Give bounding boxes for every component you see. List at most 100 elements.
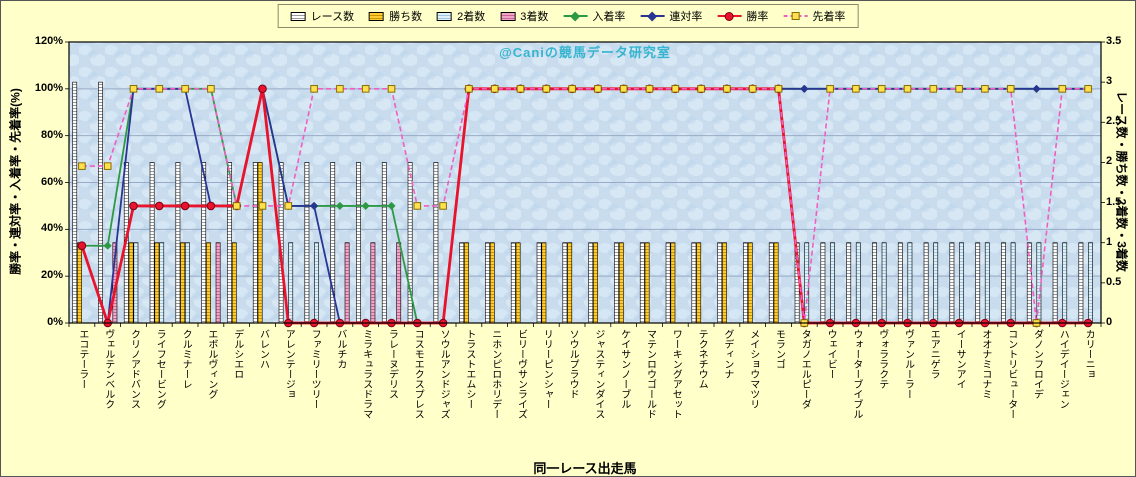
category-label: ケイサンノーブル xyxy=(618,329,630,409)
legend-bar-swatch xyxy=(500,11,516,21)
bar-勝ち数 xyxy=(231,242,237,324)
marker-勝率 xyxy=(206,201,216,211)
bar-勝ち数 xyxy=(77,242,82,324)
marker-先着率 xyxy=(594,85,602,93)
bar-勝ち数 xyxy=(206,242,211,324)
category-label: エアニゲラ xyxy=(928,329,940,379)
marker-先着率 xyxy=(336,85,344,93)
legend-item: 入着率 xyxy=(563,8,625,24)
marker-先着率 xyxy=(232,202,241,210)
legend-line-swatch xyxy=(563,11,588,21)
bar-レース数 xyxy=(846,242,852,324)
legend-bar-swatch xyxy=(290,11,306,21)
bar-勝ち数 xyxy=(618,242,624,324)
marker-先着率 xyxy=(671,85,680,93)
bar-レース数 xyxy=(923,242,929,324)
bar-2着数 xyxy=(1062,242,1068,324)
category-label: アレンテージョ xyxy=(283,329,295,399)
category-label: コントリビューター xyxy=(1005,329,1017,419)
category-label: ヴェルテンベルク xyxy=(102,329,114,409)
marker-連対率 xyxy=(309,201,319,211)
bar-レース数 xyxy=(614,242,619,324)
bar-3着数 xyxy=(215,242,221,324)
category-label: ファミリーツリー xyxy=(309,329,321,409)
marker-先着率 xyxy=(1006,85,1015,93)
left-tick-label: 0% xyxy=(47,316,63,328)
marker-勝率 xyxy=(258,84,267,94)
watermark: @Caniの競馬データ研究室 xyxy=(499,45,671,60)
bar-勝ち数 xyxy=(593,242,598,324)
bar-レース数 xyxy=(149,162,155,324)
marker-先着率 xyxy=(929,85,938,93)
bar-勝ち数 xyxy=(128,242,134,324)
marker-先着率 xyxy=(465,85,473,93)
legend-line-swatch xyxy=(717,11,742,21)
bar-レース数 xyxy=(1001,242,1006,324)
left-tick-label: 40% xyxy=(40,222,63,235)
right-tick-label: 2.5 xyxy=(1106,115,1122,128)
left-tick-label: 60% xyxy=(40,175,63,188)
category-label: ニホンピロホリデー xyxy=(489,329,501,419)
legend-item: 3着数 xyxy=(500,8,548,24)
category-label: ハイデイージェン xyxy=(1057,329,1069,409)
legend-label: 勝率 xyxy=(746,11,769,23)
bar-2着数 xyxy=(185,242,190,324)
marker-入着率 xyxy=(387,201,396,211)
marker-先着率 xyxy=(207,85,215,93)
legend-label: 勝ち数 xyxy=(389,11,423,23)
x-axis-title: 同一レース出走馬 xyxy=(533,461,637,476)
bar-2着数 xyxy=(907,242,913,324)
marker-先着率 xyxy=(877,85,886,93)
category-label: ラレーヌデリス xyxy=(386,329,398,399)
bar-2着数 xyxy=(855,242,861,324)
bar-勝ち数 xyxy=(670,242,676,324)
marker-連対率 xyxy=(1032,84,1041,93)
category-label: ビリーヴサンライズ xyxy=(515,329,527,419)
bar-レース数 xyxy=(252,162,258,324)
marker-先着率 xyxy=(181,85,189,93)
marker-先着率 xyxy=(955,85,963,93)
marker-先着率 xyxy=(103,162,112,170)
marker-先着率 xyxy=(387,85,396,93)
chart-legend: レース数 勝ち数 2着数 3着数 入着率 連対率 勝率 先着率 xyxy=(277,4,859,28)
category-label: コスモエクスプレス xyxy=(412,329,424,419)
line-先着率 xyxy=(81,88,1089,324)
bar-2着数 xyxy=(159,242,165,324)
bar-レース数 xyxy=(1078,242,1084,324)
legend-label: 2着数 xyxy=(457,11,486,23)
bar-レース数 xyxy=(949,242,955,324)
category-label: リリーピンシャー xyxy=(541,329,553,409)
bar-3着数 xyxy=(344,242,350,324)
bar-勝ち数 xyxy=(257,162,263,324)
bar-レース数 xyxy=(872,242,877,324)
bar-レース数 xyxy=(98,81,103,324)
bar-勝ち数 xyxy=(489,242,495,324)
legend-label: レース数 xyxy=(310,11,355,23)
bar-2着数 xyxy=(881,242,887,324)
marker-先着率 xyxy=(129,85,138,93)
legend-item: 勝ち数 xyxy=(369,8,422,24)
right-tick-label: 3.5 xyxy=(1106,35,1122,47)
category-label: クリノアドバンス xyxy=(128,329,140,409)
category-label: エボルヴィング xyxy=(205,329,217,399)
legend-bar-swatch xyxy=(369,11,385,21)
bar-レース数 xyxy=(691,242,697,324)
category-label: オオナミコナミ xyxy=(979,329,991,399)
bar-勝ち数 xyxy=(515,242,521,324)
bar-2着数 xyxy=(288,242,294,324)
bar-レース数 xyxy=(897,242,903,324)
legend-item: 2着数 xyxy=(437,8,485,24)
category-label: バルチカ xyxy=(334,329,346,369)
marker-先着率 xyxy=(981,85,989,93)
category-label: ヴァンルーラー xyxy=(902,329,914,399)
marker-先着率 xyxy=(284,202,293,210)
legend-marker-circle-icon xyxy=(724,11,734,21)
category-label: ヴォララクテ xyxy=(876,329,888,389)
legend-label: 3着数 xyxy=(520,11,549,23)
left-tick-label: 20% xyxy=(40,269,63,282)
legend-marker-diamond-icon xyxy=(570,11,581,21)
marker-先着率 xyxy=(774,85,783,93)
bar-レース数 xyxy=(433,162,439,324)
bar-レース数 xyxy=(304,162,310,324)
